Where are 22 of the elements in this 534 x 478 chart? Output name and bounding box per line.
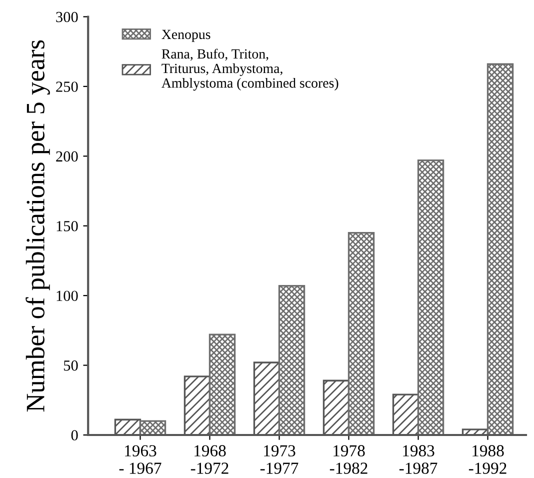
y-tick-label: 100 xyxy=(56,290,78,302)
x-tick-label: 1963 - 1967 xyxy=(119,445,162,474)
legend-label: Xenopus xyxy=(162,30,210,42)
y-tick-label: 300 xyxy=(56,12,78,22)
x-tick-label: 1978 -1982 xyxy=(330,445,368,474)
y-tick-label: 250 xyxy=(56,82,78,92)
y-tick-label: 0 xyxy=(71,430,78,440)
bar xyxy=(486,63,514,435)
x-tick-label: 1968 -1972 xyxy=(190,445,228,474)
bar xyxy=(208,334,236,435)
bar xyxy=(348,232,375,435)
bar xyxy=(417,159,444,435)
x-tick-label: 1983 -1987 xyxy=(399,445,438,474)
bar xyxy=(139,420,166,435)
y-tick-label: 200 xyxy=(56,151,78,162)
y-tick-label: 50 xyxy=(64,360,78,371)
bar xyxy=(278,284,306,435)
x-tick-label: 1973 -1977 xyxy=(260,445,298,474)
y-tick-label: 150 xyxy=(56,220,78,232)
legend-label: Rana, Bufo, Triton, Triturus, Ambystoma, Amblystoma (combined scores) xyxy=(162,48,338,91)
y-axis-title: Number of publications per 5 years xyxy=(26,40,50,412)
x-tick-label: 1988 -1992 xyxy=(468,445,506,474)
